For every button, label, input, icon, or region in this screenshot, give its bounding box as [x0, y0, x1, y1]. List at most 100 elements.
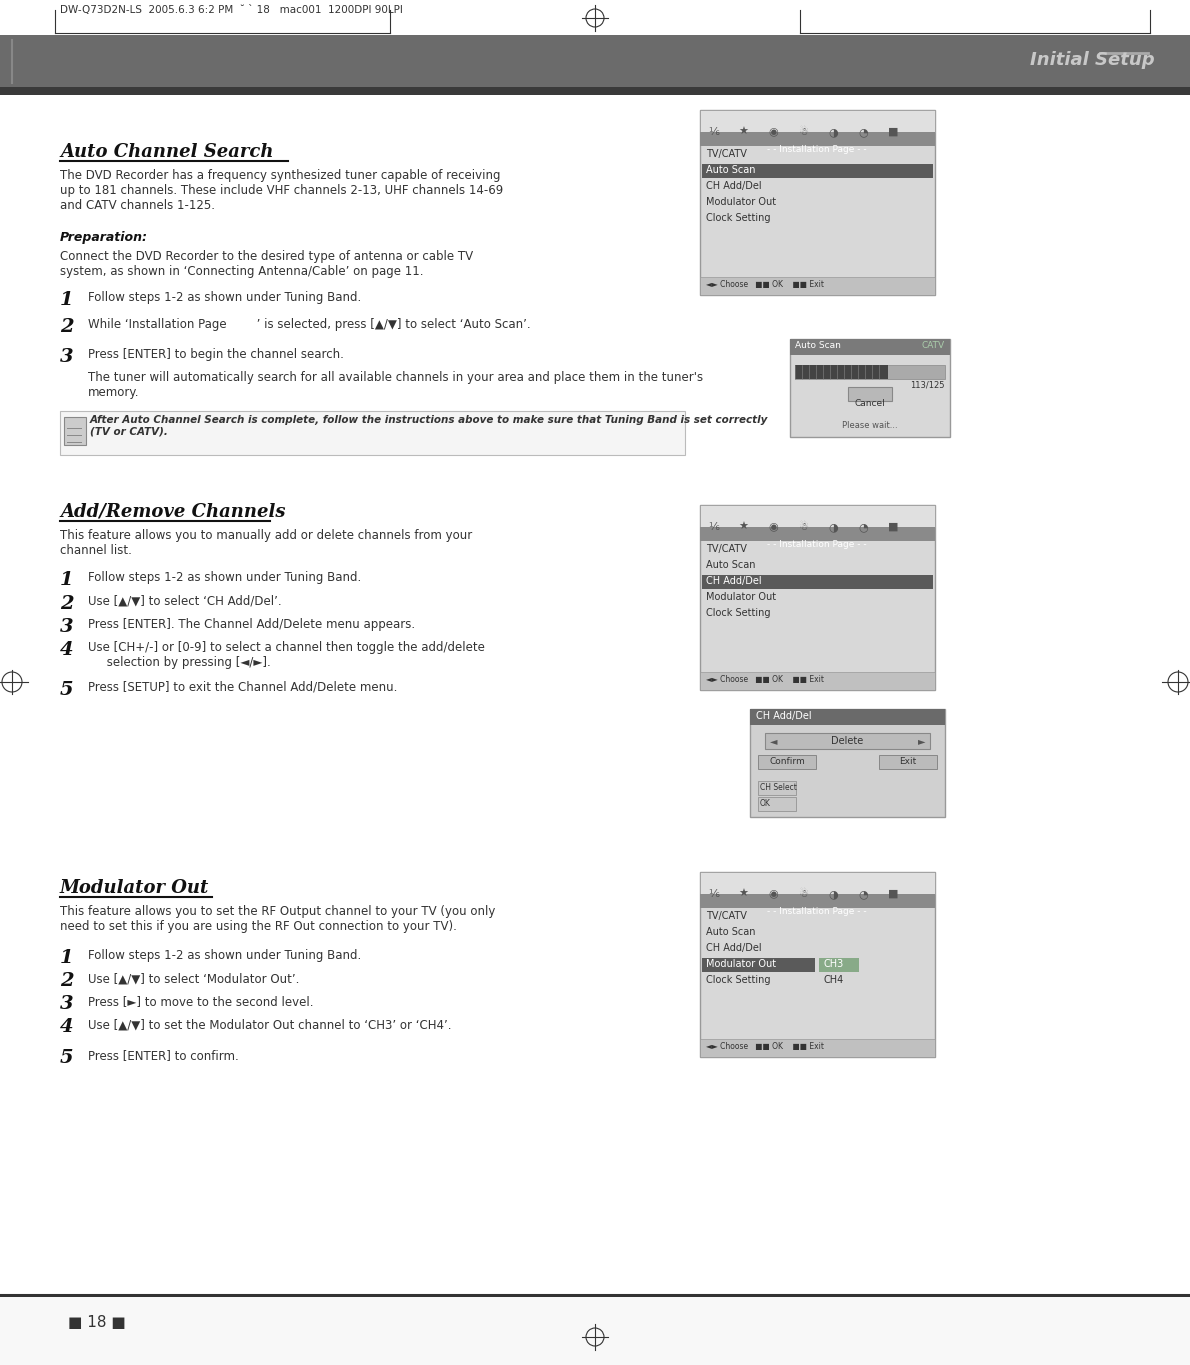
Text: Use [CH+/-] or [0-9] to select a channel then toggle the add/delete
     selecti: Use [CH+/-] or [0-9] to select a channel…: [88, 642, 484, 669]
Text: ►: ►: [917, 736, 925, 747]
Text: CH Add/Del: CH Add/Del: [706, 943, 762, 953]
Bar: [700, 111, 935, 132]
Text: Auto Channel Search: Auto Channel Search: [60, 143, 274, 161]
Text: 4: 4: [60, 1018, 74, 1036]
Bar: [795, 364, 945, 379]
Bar: [700, 277, 935, 295]
Text: ★: ★: [738, 889, 749, 900]
Text: Auto Scan: Auto Scan: [706, 165, 756, 175]
Text: This feature allows you to set the RF Output channel to your TV (you only
need t: This feature allows you to set the RF Ou…: [60, 905, 495, 934]
Text: 5: 5: [60, 1048, 74, 1067]
Bar: [750, 708, 945, 725]
Text: Connect the DVD Recorder to the desired type of antenna or cable TV
system, as s: Connect the DVD Recorder to the desired …: [60, 250, 474, 278]
Text: Initial Setup: Initial Setup: [1031, 51, 1155, 70]
Text: ◔: ◔: [858, 521, 868, 532]
Bar: [795, 364, 888, 379]
Text: 2: 2: [60, 318, 74, 336]
Text: This feature allows you to manually add or delete channels from your
channel lis: This feature allows you to manually add …: [60, 530, 472, 557]
Bar: [700, 872, 935, 1057]
Bar: [790, 339, 950, 355]
Bar: [700, 505, 935, 689]
Text: TV/CATV: TV/CATV: [706, 910, 747, 921]
Text: ☃: ☃: [798, 127, 808, 136]
Text: ◑: ◑: [828, 127, 838, 136]
Text: ■ 18 ■: ■ 18 ■: [68, 1314, 126, 1330]
Text: Exit: Exit: [900, 758, 916, 766]
Bar: [879, 755, 937, 768]
Text: Press [ENTER] to confirm.: Press [ENTER] to confirm.: [88, 1048, 239, 1062]
Text: Auto Scan: Auto Scan: [795, 341, 841, 349]
Bar: [758, 781, 796, 794]
Bar: [700, 527, 935, 541]
Bar: [758, 797, 796, 811]
Text: Confirm: Confirm: [769, 758, 804, 766]
Text: After Auto Channel Search is complete, follow the instructions above to make sur: After Auto Channel Search is complete, f…: [90, 415, 769, 437]
Text: Please wait...: Please wait...: [843, 420, 897, 430]
Text: While ‘Installation Page        ’ is selected, press [▲/▼] to select ‘Auto Scan’: While ‘Installation Page ’ is selected, …: [88, 318, 531, 330]
Text: CH Select: CH Select: [760, 784, 797, 792]
Text: ☃: ☃: [798, 521, 808, 532]
Text: Follow steps 1-2 as shown under Tuning Band.: Follow steps 1-2 as shown under Tuning B…: [88, 949, 362, 962]
Text: ⅙: ⅙: [708, 889, 719, 900]
Text: Modulator Out: Modulator Out: [706, 197, 776, 207]
Text: ⅙: ⅙: [708, 127, 719, 136]
Text: 3: 3: [60, 618, 74, 636]
Text: Clock Setting: Clock Setting: [706, 213, 770, 222]
Bar: [700, 505, 935, 527]
Text: ■: ■: [888, 521, 898, 532]
Text: Press [SETUP] to exit the Channel Add/Delete menu.: Press [SETUP] to exit the Channel Add/De…: [88, 681, 397, 693]
Text: Press [ENTER]. The Channel Add/Delete menu appears.: Press [ENTER]. The Channel Add/Delete me…: [88, 618, 415, 631]
Text: 1: 1: [60, 291, 74, 308]
Text: - - Installation Page - -: - - Installation Page - -: [768, 541, 866, 549]
Text: ◑: ◑: [828, 521, 838, 532]
Text: 4: 4: [60, 642, 74, 659]
Text: 3: 3: [60, 995, 74, 1013]
Text: Follow steps 1-2 as shown under Tuning Band.: Follow steps 1-2 as shown under Tuning B…: [88, 291, 362, 304]
Text: Auto Scan: Auto Scan: [706, 927, 756, 936]
Bar: [790, 339, 950, 437]
Bar: [60, 411, 685, 455]
Text: ★: ★: [738, 521, 749, 532]
Text: ■: ■: [888, 127, 898, 136]
Text: CH3: CH3: [823, 960, 844, 969]
Text: CATV: CATV: [922, 341, 945, 349]
Text: TV/CATV: TV/CATV: [706, 545, 747, 554]
Text: The tuner will automatically search for all available channels in your area and : The tuner will automatically search for …: [88, 371, 703, 399]
Text: Use [▲/▼] to select ‘Modulator Out’.: Use [▲/▼] to select ‘Modulator Out’.: [88, 972, 300, 986]
Text: Delete: Delete: [831, 736, 863, 747]
Text: ◉: ◉: [768, 127, 778, 136]
Text: DW-Q73D2N-LS  2005.6.3 6:2 PM  ˘ ` 18   mac001  1200DPI 90LPI: DW-Q73D2N-LS 2005.6.3 6:2 PM ˘ ` 18 mac0…: [60, 5, 403, 15]
Bar: [758, 755, 816, 768]
Text: Preparation:: Preparation:: [60, 231, 148, 244]
Text: 3: 3: [60, 348, 74, 366]
Text: CH Add/Del: CH Add/Del: [706, 182, 762, 191]
Text: ◄► Choose   ■■ OK    ■■ Exit: ◄► Choose ■■ OK ■■ Exit: [706, 280, 823, 289]
Text: ◉: ◉: [768, 521, 778, 532]
Bar: [700, 872, 935, 894]
Bar: [700, 111, 935, 295]
Text: ★: ★: [738, 127, 749, 136]
Bar: [0, 87, 1190, 96]
Text: Press [ENTER] to begin the channel search.: Press [ENTER] to begin the channel searc…: [88, 348, 344, 360]
Text: ☃: ☃: [798, 889, 808, 900]
Text: ■: ■: [888, 889, 898, 900]
Text: - - Installation Page - -: - - Installation Page - -: [768, 906, 866, 916]
Text: TV/CATV: TV/CATV: [706, 149, 747, 158]
Text: CH Add/Del: CH Add/Del: [706, 576, 762, 586]
Text: Follow steps 1-2 as shown under Tuning Band.: Follow steps 1-2 as shown under Tuning B…: [88, 571, 362, 584]
Text: CH Add/Del: CH Add/Del: [756, 711, 812, 721]
Text: Use [▲/▼] to select ‘CH Add/Del’.: Use [▲/▼] to select ‘CH Add/Del’.: [88, 595, 282, 607]
Bar: [700, 1039, 935, 1057]
Text: Clock Setting: Clock Setting: [706, 607, 770, 618]
Bar: [750, 708, 945, 818]
Text: CH4: CH4: [823, 975, 844, 986]
Text: Cancel: Cancel: [854, 399, 885, 408]
Text: 1: 1: [60, 949, 74, 966]
Text: Clock Setting: Clock Setting: [706, 975, 770, 986]
Text: 1: 1: [60, 571, 74, 590]
Text: 2: 2: [60, 972, 74, 990]
Text: 5: 5: [60, 681, 74, 699]
Text: ◔: ◔: [858, 127, 868, 136]
Text: Modulator Out: Modulator Out: [706, 960, 776, 969]
Bar: [700, 132, 935, 146]
